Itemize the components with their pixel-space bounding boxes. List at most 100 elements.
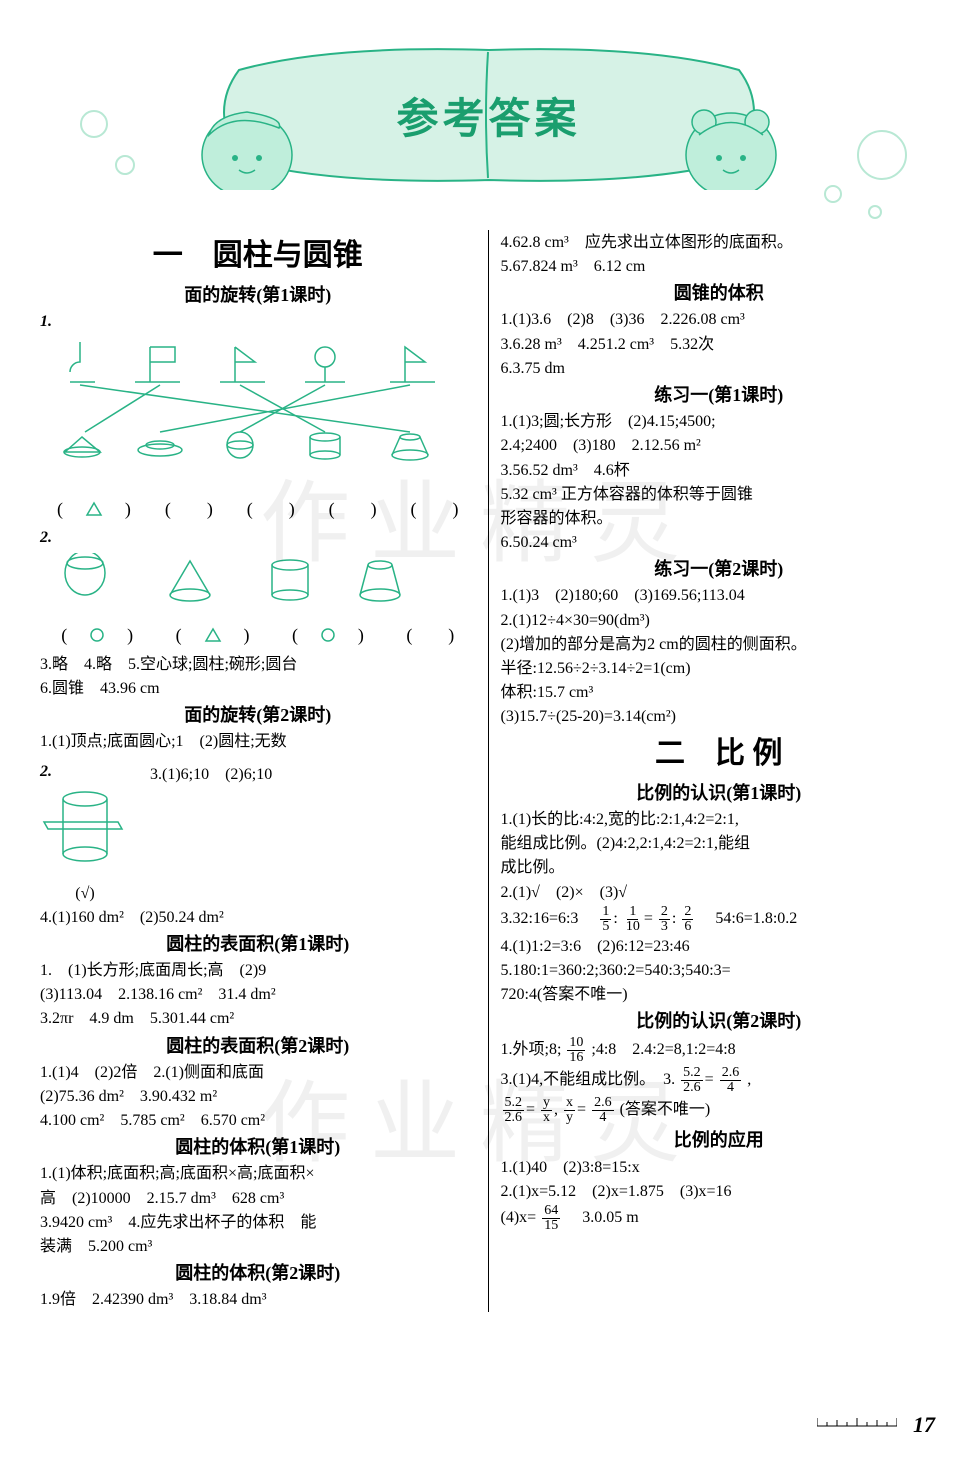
answer-line: 1.(1)3 (2)180;60 (3)169.56;113.04	[501, 584, 938, 607]
fraction: 15	[600, 905, 611, 934]
answer-line: 6.3.75 dm	[501, 357, 938, 380]
answer-paren: ( )	[292, 622, 364, 648]
answer-line: 高 (2)10000 2.15.7 dm³ 628 cm³	[40, 1187, 476, 1210]
section-title: 圆柱的体积(第1课时)	[40, 1134, 476, 1160]
answer-line: 2.(1)12÷4×30=90(dm³)	[501, 609, 938, 632]
q-num: 2.	[40, 529, 52, 546]
answer-line: 1. (1)长方形;底面周长;高 (2)9	[40, 959, 476, 982]
answer-paren: ( )	[329, 496, 377, 522]
cylinder-cut-diagram	[40, 784, 130, 874]
answer-line: 720:4(答案不唯一)	[501, 983, 938, 1006]
answer-line: 1.(1)长的比:4:2,宽的比:2:1,4:2=2:1,	[501, 808, 938, 831]
section-title: 圆锥的体积	[501, 280, 938, 306]
section-title: 练习一(第2课时)	[501, 556, 938, 582]
section-title: 比例的应用	[501, 1127, 938, 1153]
fraction: 5.22.6	[681, 1066, 703, 1095]
answer-line: (3)15.7÷(25-20)=3.14(cm²)	[501, 705, 938, 728]
section-title: 圆柱的表面积(第2课时)	[40, 1033, 476, 1059]
text: 3.0.05 m	[566, 1209, 638, 1226]
text: (4)x=	[501, 1209, 537, 1226]
answer-line: 1.(1)40 (2)3:8=15:x	[501, 1156, 938, 1179]
answer-line: 1.(1)体积;底面积;高;底面积×高;底面积×	[40, 1162, 476, 1185]
fraction: 23	[659, 905, 670, 934]
right-column: 4.62.8 cm³ 应先求出立体图形的底面积。 5.67.824 m³ 6.1…	[489, 230, 938, 1312]
answer-line: 1.(1)3;圆;长方形 (2)4.15;4500;	[501, 410, 938, 433]
answer-line: (3)113.04 2.138.16 cm² 31.4 dm²	[40, 983, 476, 1006]
answer-line: 半径:12.56÷2÷3.14÷2=1(cm)	[501, 657, 938, 680]
fraction: xy	[564, 1096, 575, 1125]
rotation-matching-diagram: ( ) ( ) ( ) ( ) ( )	[40, 337, 476, 522]
text: (答案不唯一)	[620, 1102, 711, 1119]
chapter-2-title: 二 比 例	[501, 732, 938, 776]
section-title: 练习一(第1课时)	[501, 382, 938, 408]
answer-line: 6.圆锥 43.96 cm	[40, 677, 476, 700]
answer-line: 1.9倍 2.42390 dm³ 3.18.84 dm³	[40, 1288, 476, 1311]
answer-line: 成比例。	[501, 856, 938, 879]
content-columns: 一 圆柱与圆锥 面的旋转(第1课时) 1.	[0, 230, 977, 1312]
answer-line: 3.32:16=6:3 15: 110= 23: 26 54:6=1.8:0.2	[501, 905, 938, 934]
answer-line: 装满 5.200 cm³	[40, 1235, 476, 1258]
fraction: 26	[682, 905, 693, 934]
answer-line: (2)增加的部分是高为2 cm的圆柱的侧面积。	[501, 633, 938, 656]
page-number: 17	[913, 1412, 935, 1438]
answer-line: 1.外项;8; 1016 ;4:8 2.4:2=8,1:2=4:8	[501, 1036, 938, 1065]
fraction: 6415	[542, 1204, 560, 1233]
answer-line: 1.(1)3.6 (2)8 (3)36 2.226.08 cm³	[501, 308, 938, 331]
answer-line: 4.(1)160 dm² (2)50.24 dm²	[40, 906, 476, 929]
ruler-icon	[817, 1416, 897, 1428]
answer-line: 4.62.8 cm³ 应先求出立体图形的底面积。	[501, 231, 938, 254]
answer-line: 1.(1)顶点;底面圆心;1 (2)圆柱;无数	[40, 730, 476, 753]
section-title: 圆柱的体积(第2课时)	[40, 1260, 476, 1286]
fraction: 2.64	[720, 1066, 742, 1095]
answer-line: 体积:15.7 cm³	[501, 681, 938, 704]
shapes-row-diagram: ( ) ( ) ( ) ( )	[40, 553, 476, 648]
fraction: 110	[624, 905, 642, 934]
fraction: 1016	[567, 1036, 585, 1065]
chapter-1-title: 一 圆柱与圆锥	[40, 234, 476, 278]
section-title: 面的旋转(第2课时)	[40, 702, 476, 728]
answer-line: 4.(1)1:2=3:6 (2)6:12=23:46	[501, 935, 938, 958]
answer-line: 3.(1)6;10 (2)6;10	[150, 763, 272, 786]
text: 3.(1)4,不能组成比例。 3.	[501, 1072, 676, 1089]
answer-line: (2)75.36 dm² 3.90.432 m²	[40, 1085, 476, 1108]
header: 参考答案	[0, 0, 977, 230]
answer-paren: ( )	[165, 496, 213, 522]
text: ,	[747, 1072, 751, 1089]
header-banner: 参考答案	[179, 40, 799, 190]
answer-paren: ( )	[411, 496, 459, 522]
answer-paren: ( )	[61, 622, 133, 648]
answer-line: 2.(1)√ (2)× (3)√	[501, 881, 938, 904]
answer-line: 3.56.52 dm³ 4.6杯	[501, 459, 938, 482]
fraction: 5.22.6	[503, 1096, 525, 1125]
section-title: 比例的认识(第1课时)	[501, 780, 938, 806]
answer-line: 3.6.28 m³ 4.251.2 cm³ 5.32次	[501, 333, 938, 356]
answer-line: 3.2πr 4.9 dm 5.301.44 cm²	[40, 1007, 476, 1030]
answer-line: 3.略 4.略 5.空心球;圆柱;碗形;圆台	[40, 653, 476, 676]
answer-line: 6.50.24 cm³	[501, 531, 938, 554]
fraction: 2.64	[592, 1096, 614, 1125]
text: 54:6=1.8:0.2	[699, 910, 797, 927]
section-title: 比例的认识(第2课时)	[501, 1008, 938, 1034]
text: ;4:8 2.4:2=8,1:2=4:8	[591, 1042, 735, 1059]
q-num: 2.	[40, 763, 52, 780]
answer-line: (4)x= 6415 3.0.05 m	[501, 1204, 938, 1233]
left-column: 一 圆柱与圆锥 面的旋转(第1课时) 1.	[40, 230, 489, 1312]
answer-line: 5.180:1=360:2;360:2=540:3;540:3=	[501, 959, 938, 982]
answer-line: 5.22.6= yx, xy= 2.64 (答案不唯一)	[501, 1096, 938, 1125]
answer-line: 能组成比例。(2)4:2,2:1,4:2=2:1,能组	[501, 832, 938, 855]
answer-paren: ( )	[406, 622, 454, 648]
answer-check: (√)	[40, 882, 130, 905]
answer-line: 3.9420 cm³ 4.应先求出杯子的体积 能	[40, 1211, 476, 1234]
page-title: 参考答案	[396, 85, 580, 146]
answer-paren: ( )	[247, 496, 295, 522]
answer-line: 2.(1)x=5.12 (2)x=1.875 (3)x=16	[501, 1180, 938, 1203]
fraction: yx	[541, 1096, 552, 1125]
answer-line: 5.32 cm³ 正方体容器的体积等于圆锥	[501, 483, 938, 506]
answer-line: 1.(1)4 (2)2倍 2.(1)侧面和底面	[40, 1061, 476, 1084]
section-title: 圆柱的表面积(第1课时)	[40, 931, 476, 957]
text: 1.外项;8;	[501, 1042, 562, 1059]
text: 3.32:16=6:3	[501, 910, 595, 927]
answer-line: 4.100 cm² 5.785 cm² 6.570 cm²	[40, 1109, 476, 1132]
section-title: 面的旋转(第1课时)	[40, 282, 476, 308]
answer-paren: ( )	[57, 496, 131, 522]
